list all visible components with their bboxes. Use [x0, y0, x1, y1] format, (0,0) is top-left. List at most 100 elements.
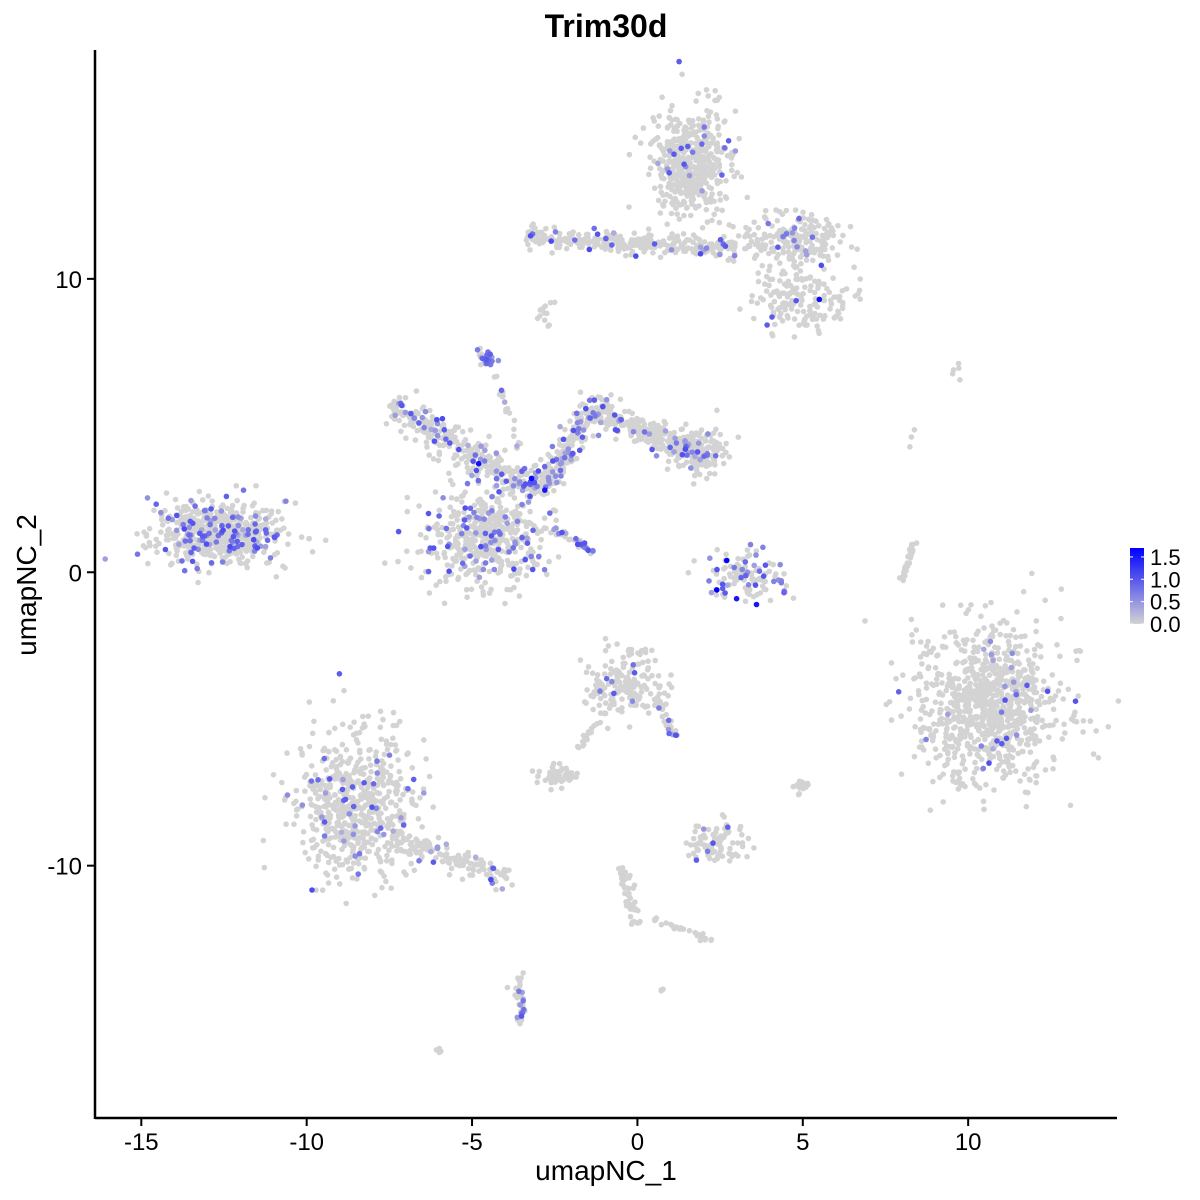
cell-point [440, 442, 447, 449]
cell-point [481, 552, 488, 559]
cell-point [384, 852, 390, 859]
cell-point [715, 841, 721, 847]
cell-point [672, 116, 679, 123]
cell-point [566, 442, 572, 448]
cell-point [234, 497, 240, 504]
cell-point [708, 936, 715, 943]
cell-point [930, 734, 936, 740]
cell-point [1067, 802, 1074, 809]
cell-point [821, 297, 828, 304]
cell-point [566, 536, 572, 543]
cell-point [447, 434, 454, 440]
cell-point [398, 428, 404, 435]
cell-point [1021, 725, 1028, 731]
cell-point [251, 500, 257, 507]
cell-point [511, 584, 517, 591]
cell-point [1017, 673, 1023, 679]
cell-point [412, 848, 419, 854]
cell-point [766, 568, 772, 575]
cell-point [715, 123, 721, 130]
cell-point [422, 418, 428, 425]
cell-point [454, 544, 461, 551]
cell-point [771, 289, 777, 295]
cell-point [471, 502, 478, 509]
cell-point [1065, 686, 1072, 693]
cell-point [971, 688, 978, 694]
cell-point [313, 803, 319, 810]
cell-point [447, 520, 454, 527]
cell-point [799, 297, 805, 304]
cell-point [434, 527, 441, 533]
cell-point [695, 847, 702, 854]
cell-point [967, 707, 973, 713]
chart-title: Trim30d [545, 8, 668, 44]
cell-point [504, 586, 510, 593]
cell-point [962, 703, 969, 709]
cell-point [390, 709, 397, 716]
cell-point [344, 859, 351, 865]
cell-point [172, 496, 179, 503]
expressing-cell-point [499, 886, 506, 892]
cell-point [735, 434, 742, 441]
cell-point [351, 818, 357, 824]
cell-point [192, 536, 198, 543]
cell-point [555, 554, 562, 560]
cell-point [159, 522, 166, 528]
cell-point [554, 244, 560, 251]
cell-point [502, 600, 508, 607]
expressing-cell-point [597, 419, 604, 426]
cell-point [1087, 718, 1094, 724]
cell-point [606, 705, 613, 711]
cell-point [624, 245, 631, 251]
cell-point [960, 728, 967, 735]
cell-point [409, 798, 415, 805]
cell-point [377, 868, 384, 874]
cell-point [803, 257, 810, 263]
cell-point [981, 686, 988, 692]
cell-point [395, 558, 401, 565]
cell-point [972, 703, 979, 710]
cell-point [939, 680, 945, 686]
cell-point [791, 334, 798, 340]
cell-point [239, 554, 245, 560]
cell-point [693, 823, 699, 829]
cell-point [602, 647, 609, 654]
cell-point [309, 822, 315, 828]
cell-point [220, 502, 226, 508]
cell-point [814, 304, 821, 310]
cell-point [749, 293, 755, 299]
cell-point [709, 191, 715, 197]
cell-point [145, 560, 151, 567]
cell-point [821, 312, 828, 319]
cell-point [715, 242, 722, 249]
cell-point [408, 420, 414, 427]
cell-point [597, 719, 604, 726]
cell-point [473, 862, 480, 868]
cell-point [334, 822, 341, 829]
cell-point [998, 677, 1004, 683]
cell-point [722, 118, 728, 124]
cell-point [357, 747, 363, 754]
cell-point [711, 211, 717, 218]
cell-point [767, 263, 773, 270]
cell-point [732, 851, 739, 857]
cell-point [658, 172, 664, 178]
cell-point [316, 793, 323, 800]
cell-point [323, 870, 329, 876]
cell-point [430, 456, 437, 462]
cell-point [962, 708, 968, 715]
cell-point [1013, 634, 1019, 640]
cell-point [497, 504, 504, 511]
cell-point [748, 298, 755, 305]
cell-point [207, 546, 214, 553]
expressing-cell-point [557, 423, 563, 430]
cell-point [589, 670, 596, 676]
cell-point [537, 456, 544, 463]
cell-point [686, 155, 693, 161]
cell-point [705, 462, 711, 468]
cell-point [909, 632, 915, 638]
cell-point [698, 162, 704, 169]
cell-point [1026, 662, 1033, 668]
cell-point [1061, 721, 1067, 728]
cell-point [800, 308, 807, 315]
